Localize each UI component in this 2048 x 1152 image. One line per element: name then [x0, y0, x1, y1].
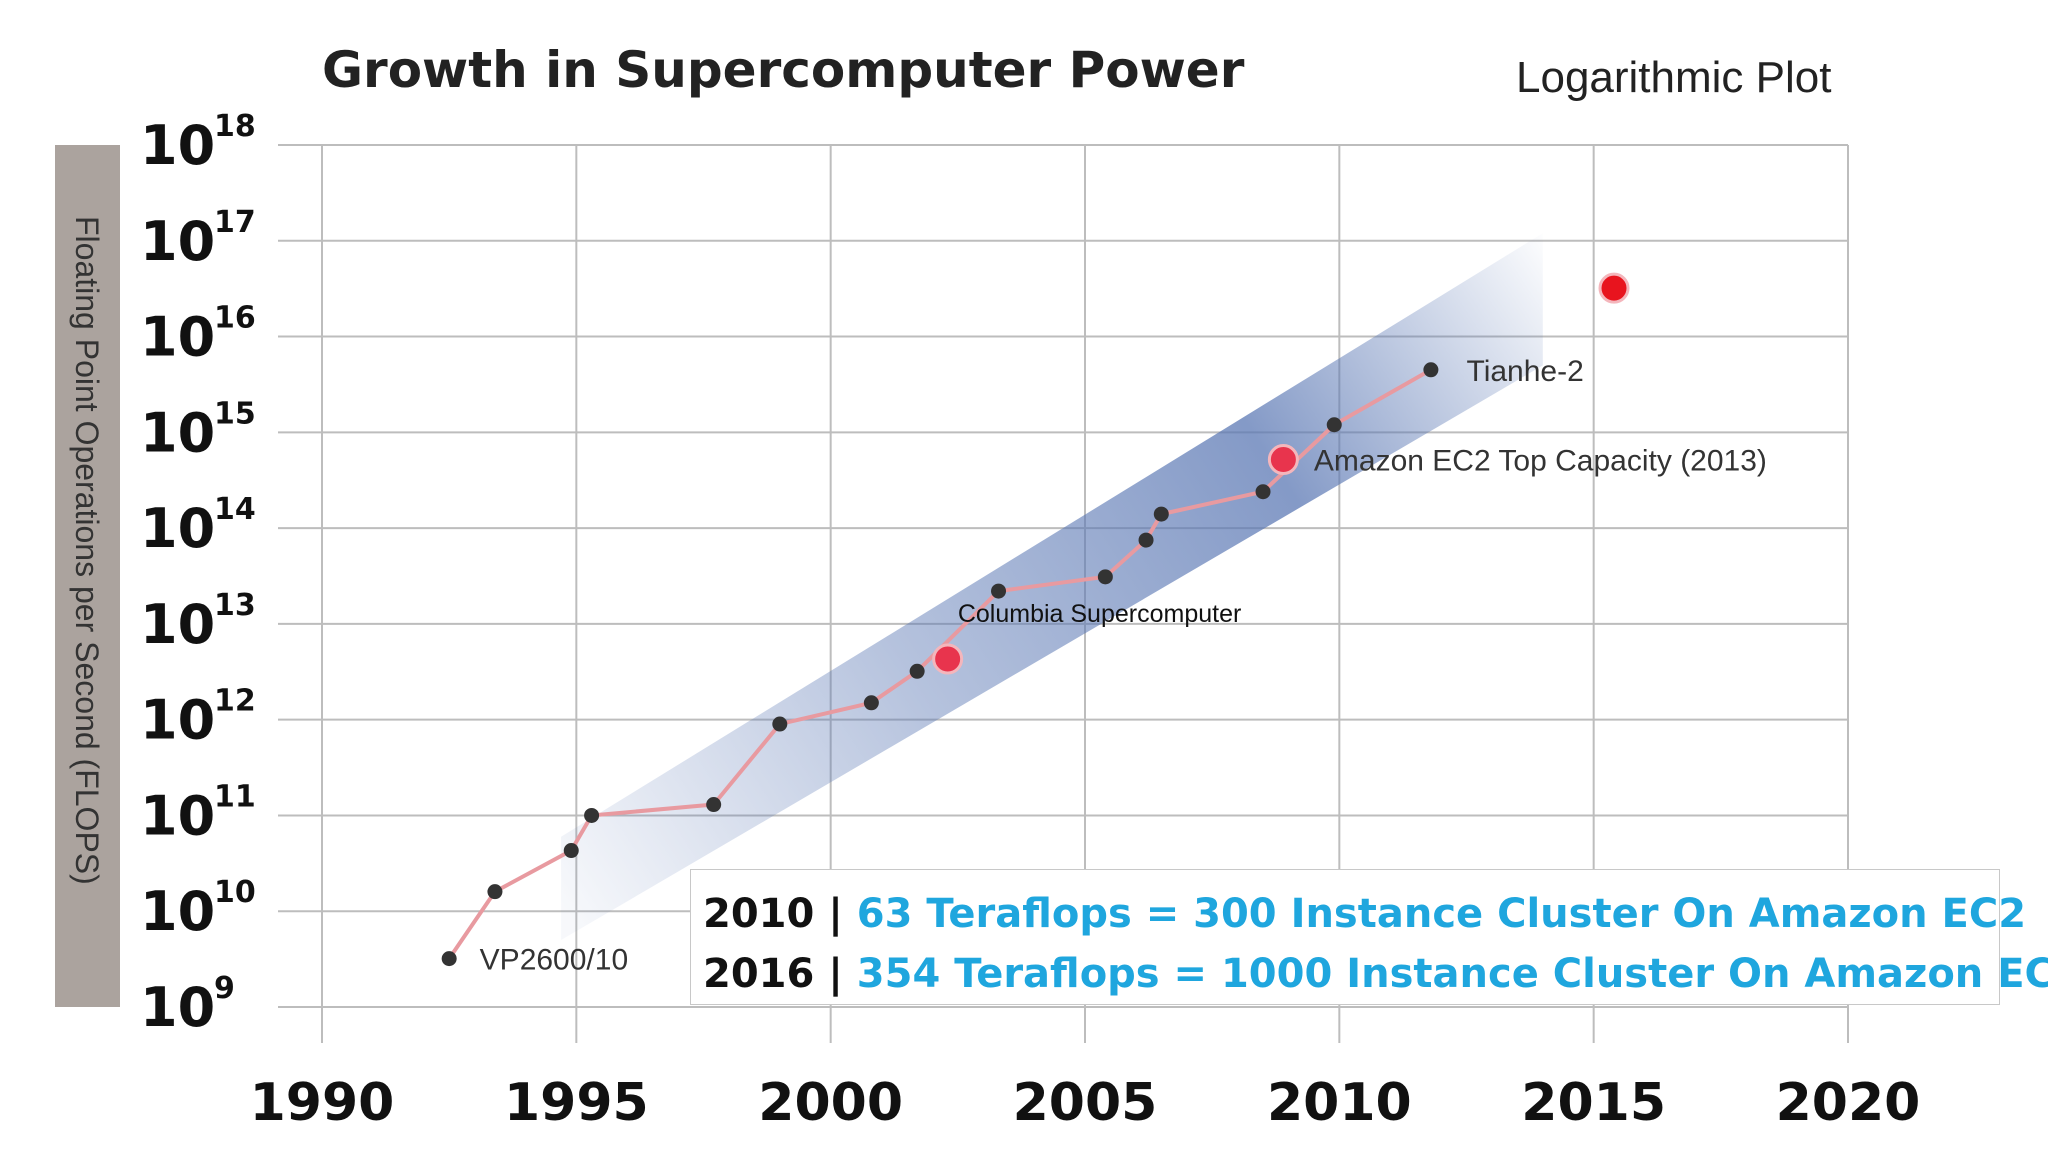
y-tick-label: 10 [140, 497, 215, 560]
y-tick-exponent: 17 [214, 205, 256, 240]
y-axis-label: Floating Point Operations per Second (FL… [69, 216, 105, 885]
y-tick-exponent: 18 [214, 109, 256, 144]
data-point [909, 663, 925, 679]
trend-band [561, 233, 1543, 941]
y-tick-label: 10 [140, 689, 215, 752]
data-point [1423, 362, 1439, 378]
annotation-label: Tianhe-2 [1467, 355, 1584, 388]
data-point [441, 951, 457, 967]
data-point [706, 797, 722, 813]
highlight-point [1267, 444, 1299, 476]
info-year-2016: 2016 | [703, 951, 857, 997]
y-tick-label: 10 [140, 880, 215, 943]
y-tick-label: 10 [140, 976, 215, 1039]
x-tick-label: 2010 [1267, 1073, 1412, 1133]
y-tick-label: 10 [140, 784, 215, 847]
y-tick-exponent: 16 [214, 301, 256, 336]
data-point [1097, 569, 1113, 585]
data-point [991, 583, 1007, 599]
y-tick-label: 10 [140, 210, 215, 273]
x-tick-label: 2005 [1013, 1073, 1158, 1133]
data-point [584, 807, 600, 823]
y-tick-exponent: 13 [214, 588, 256, 623]
data-point [487, 884, 503, 900]
info-text-2016: 354 Teraflops = 1000 Instance Cluster On… [856, 951, 2048, 997]
chart-title: Growth in Supercomputer Power [322, 41, 1245, 99]
y-tick-exponent: 15 [214, 396, 256, 431]
x-tick-label: 2015 [1521, 1073, 1666, 1133]
series-layer [441, 362, 1439, 967]
x-ticks: 1990 1995 2000 2005 2010 2015 2020 [250, 1073, 1921, 1133]
data-point [1153, 506, 1169, 522]
data-point [1326, 417, 1342, 433]
info-line-2016: 2016 | 354 Teraflops = 1000 Instance Clu… [703, 944, 2048, 1004]
y-tick-label: 10 [140, 593, 215, 656]
info-line-2010: 2010 | 63 Teraflops = 300 Instance Clust… [703, 884, 2026, 944]
x-tick-label: 2000 [758, 1073, 903, 1133]
data-point [772, 716, 788, 732]
x-tick-label: 1995 [504, 1073, 649, 1133]
info-year-2010: 2010 | [703, 891, 857, 937]
y-tick-exponent: 12 [214, 684, 256, 719]
highlight-point [932, 643, 964, 675]
highlight-point [1598, 272, 1630, 304]
x-tick-label: 2020 [1776, 1073, 1921, 1133]
data-point [1255, 484, 1271, 500]
data-point [863, 695, 879, 711]
highlight-layer [932, 272, 1630, 675]
ylabel-bar [55, 145, 120, 1007]
info-box: 2010 | 63 Teraflops = 300 Instance Clust… [690, 869, 2048, 1005]
y-tick-exponent: 9 [214, 971, 235, 1006]
y-tick-exponent: 14 [214, 492, 256, 527]
annotation-label: Columbia Supercomputer [958, 600, 1241, 628]
y-tick-label: 10 [140, 401, 215, 464]
annotation-label: Amazon EC2 Top Capacity (2013) [1314, 445, 1767, 478]
info-text-2010: 63 Teraflops = 300 Instance Cluster On A… [856, 891, 2027, 937]
annotation-layer: VP2600/10 Tianhe-2 Amazon EC2 Top Capacity… [480, 355, 1767, 977]
y-tick-exponent: 11 [214, 779, 256, 814]
data-point [563, 843, 579, 859]
y-tick-label: 10 [140, 114, 215, 177]
x-tick-label: 1990 [250, 1073, 395, 1133]
y-tick-label: 10 [140, 306, 215, 369]
chart-subtitle: Logarithmic Plot [1516, 53, 1831, 102]
annotation-label: VP2600/10 [480, 944, 628, 977]
data-point [1138, 532, 1154, 548]
y-tick-exponent: 10 [214, 875, 256, 910]
